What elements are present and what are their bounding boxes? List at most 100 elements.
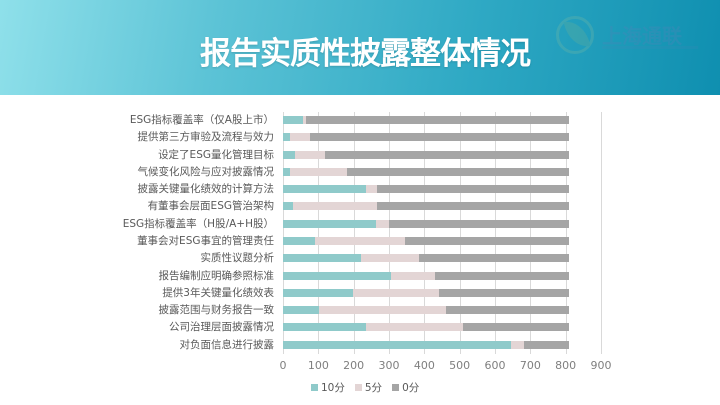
bar-segment-s5 — [365, 323, 463, 332]
bar-segment-s10 — [283, 133, 290, 142]
company-logo: 上海通联 — [556, 14, 706, 58]
bar-row — [283, 337, 601, 354]
legend-swatch-icon — [311, 384, 318, 391]
logo-text: 上海通联 — [602, 24, 682, 48]
bar-segment-s0 — [388, 219, 569, 228]
x-tick-label: 400 — [413, 359, 435, 372]
legend-label: 10分 — [321, 382, 345, 394]
category-label: 董事会对ESG事宜的管理责任 — [137, 235, 274, 247]
bar-segment-s0 — [324, 150, 569, 159]
bar-row — [283, 198, 601, 215]
stacked-bar — [283, 202, 569, 211]
bar-segment-s0 — [346, 167, 569, 176]
bar-segment-s5 — [390, 271, 435, 280]
stacked-bar — [283, 271, 569, 280]
bar-segment-s5 — [314, 237, 406, 245]
bar-segment-s5 — [303, 116, 306, 124]
bar-segment-s10 — [283, 237, 315, 245]
stacked-bar — [283, 254, 569, 263]
stacked-bar — [283, 167, 569, 176]
x-tick-label: 300 — [378, 359, 400, 372]
category-label: 提供3年关键量化绩效表 — [162, 286, 274, 299]
bar-segment-s0 — [418, 254, 569, 263]
bar-segment-s0 — [523, 340, 569, 349]
bar-segment-s10 — [283, 185, 367, 194]
bar-segment-s10 — [283, 271, 391, 280]
gridline — [601, 112, 602, 354]
plot-area — [283, 112, 602, 354]
gridline — [459, 112, 461, 354]
bar-segment-s5 — [510, 340, 524, 349]
bar-segment-s10 — [283, 323, 366, 332]
bar-segment-s0 — [439, 288, 569, 297]
bar-segment-s10 — [283, 340, 511, 349]
x-tick-label: 700 — [519, 359, 541, 372]
gridline — [283, 112, 284, 354]
category-label: 公司治理层面披露情况 — [169, 321, 274, 334]
gridline — [389, 112, 390, 354]
bar-segment-s5 — [294, 150, 325, 159]
stacked-bar-chart: ESG指标覆盖率（仅A股上市） 提供第三方审验及流程与效力 设定了ESG量化管理目标… — [0, 95, 720, 405]
bar-segment-s5 — [289, 133, 311, 142]
bar-row — [283, 216, 601, 233]
page-title: 报告实质性披露整体情况 — [200, 36, 531, 72]
bar-segment-s0 — [446, 306, 569, 315]
bar-segment-s10 — [283, 167, 290, 176]
category-label: 设定了ESG量化管理目标 — [158, 148, 274, 161]
category-label: 披露关键量化绩效的计算方法 — [137, 183, 275, 196]
gridline — [318, 112, 320, 354]
category-label: 披露范围与财务报告一致 — [158, 304, 275, 317]
bar-row — [283, 302, 601, 319]
stacked-bar — [283, 306, 569, 315]
bar-segment-s0 — [305, 116, 569, 124]
bar-row — [283, 147, 601, 164]
bar-row — [283, 250, 601, 267]
bar-row — [283, 164, 601, 181]
stacked-bar — [283, 219, 569, 228]
bar-segment-s0 — [462, 323, 569, 332]
logo-underline — [602, 46, 698, 49]
bar-segment-s0 — [376, 185, 569, 194]
bar-segment-s10 — [283, 288, 353, 297]
x-tick-label: 500 — [449, 359, 471, 372]
legend-label: 5分 — [364, 382, 383, 394]
legend-item: 10分 — [311, 380, 345, 395]
bar-row — [283, 181, 601, 198]
chart-legend: 10分 5分 0分 — [311, 380, 419, 395]
gridline — [530, 112, 532, 354]
category-label: 实质性议题分析 — [200, 252, 275, 265]
bar-segment-s0 — [405, 237, 569, 245]
gridline — [353, 112, 355, 354]
legend-swatch-icon — [354, 384, 362, 391]
bar-segment-s10 — [283, 116, 304, 124]
bar-row — [283, 129, 601, 146]
bar-row — [283, 233, 601, 250]
logo-circle-icon — [556, 16, 594, 54]
bar-segment-s5 — [319, 306, 447, 315]
bar-segment-s5 — [292, 202, 377, 211]
legend-item: 0分 — [392, 380, 419, 395]
category-label: ESG指标覆盖率（仅A股上市） — [129, 114, 274, 126]
bar-segment-s0 — [310, 133, 569, 142]
category-label: 报告编制应明确参照标准 — [158, 269, 275, 282]
gridline — [495, 112, 496, 354]
bar-segment-s10 — [283, 202, 293, 211]
x-tick-label: 600 — [484, 359, 506, 372]
legend-swatch-icon — [392, 384, 400, 391]
bar-segment-s5 — [289, 167, 347, 176]
gridline — [424, 112, 426, 354]
header-banner: 报告实质性披露整体情况 上海通联 — [0, 0, 720, 95]
stacked-bar — [283, 323, 569, 332]
bar-segment-s10 — [283, 219, 376, 228]
stacked-bar — [283, 288, 569, 297]
x-tick-label: 100 — [307, 359, 329, 372]
category-label: 气候变化风险与应对披露情况 — [137, 165, 275, 178]
bar-row — [283, 112, 601, 129]
bar-segment-s10 — [283, 306, 320, 315]
bar-row — [283, 285, 601, 302]
bar-segment-s0 — [434, 271, 569, 280]
stacked-bar — [283, 150, 569, 159]
stacked-bar — [283, 185, 569, 194]
bar-segment-s10 — [283, 150, 295, 159]
bar-segment-s0 — [376, 202, 569, 211]
